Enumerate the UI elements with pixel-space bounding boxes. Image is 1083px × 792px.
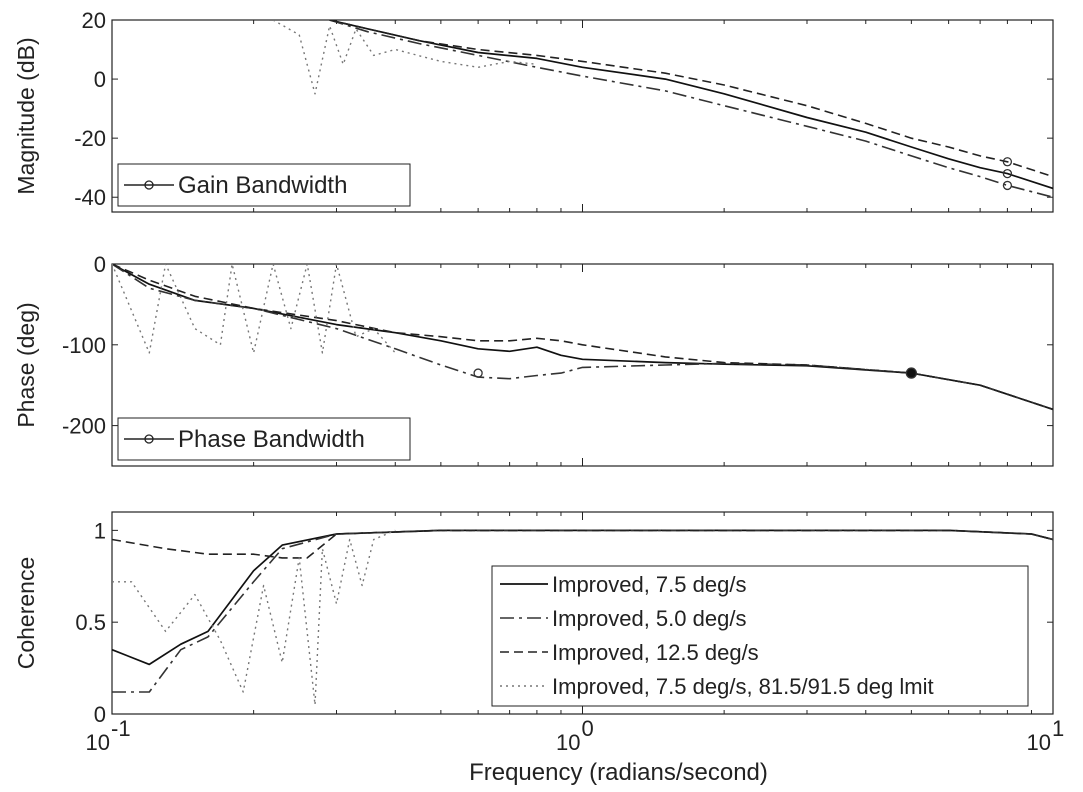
magnitude-ytick-label: -20 [74, 126, 106, 151]
magnitude-legend-marker [144, 180, 154, 190]
phase-ytick-label: -200 [62, 414, 106, 439]
phase-series-dashed [112, 264, 1053, 411]
legend-label-dotted: Improved, 7.5 deg/s, 81.5/91.5 deg lmit [552, 674, 934, 699]
magnitude-bandwidth-marker [1002, 168, 1013, 179]
phase-ylabel: Phase (deg) [13, 302, 39, 427]
magnitude-legend: Gain Bandwidth [117, 163, 411, 207]
phase-ytick-label: 0 [94, 252, 106, 277]
xtick-label-exponent: 1 [1052, 716, 1064, 741]
phase-legend-label: Phase Bandwidth [178, 426, 365, 453]
xlabel: Frequency (radians/second) [469, 759, 768, 786]
coherence-series-dashed [112, 529, 1053, 559]
xtick-label: 100 [556, 716, 594, 755]
coherence-legend: Improved, 7.5 deg/s Improved, 5.0 deg/s Im… [491, 565, 1029, 707]
coherence-ytick-label: 1 [94, 518, 106, 543]
coherence-ytick-label: 0.5 [75, 610, 106, 635]
xtick-label-base: 10 [86, 730, 110, 755]
magnitude-ylabel: Magnitude (dB) [13, 37, 39, 194]
xtick-label-base: 10 [556, 730, 580, 755]
legend-label-dashdot: Improved, 5.0 deg/s [552, 606, 746, 631]
magnitude-series-solid [329, 20, 1053, 190]
magnitude-series-dotted [272, 20, 537, 95]
magnitude-ytick-label: 20 [82, 8, 106, 33]
xtick-label-exponent: -1 [111, 716, 131, 741]
xtick-label: 10-1 [86, 716, 131, 755]
magnitude-series-dashdot [329, 20, 1053, 198]
magnitude-series-dashed [329, 20, 1053, 178]
magnitude-ytick-label: -40 [74, 185, 106, 210]
xtick-label-exponent: 0 [582, 716, 594, 741]
magnitude-legend-label: Gain Bandwidth [178, 172, 347, 199]
phase-series-dotted [112, 264, 396, 354]
phase-panel: -200 -100 0 Phase (deg) Phase Bandwidth [13, 252, 1054, 467]
coherence-ytick-label: 0 [94, 702, 106, 727]
magnitude-bandwidth-marker [1002, 180, 1013, 191]
magnitude-panel: -40 -20 0 20 Magnitude (dB) Gain Bandwidth [13, 8, 1054, 213]
phase-legend-marker [144, 434, 154, 444]
phase-bandwidth-marker [905, 367, 918, 379]
magnitude-bandwidth-marker [1002, 157, 1013, 167]
phase-series-dashdot [112, 264, 1053, 411]
xtick-label: 101 [1027, 716, 1065, 755]
phase-ytick-label: -100 [62, 333, 106, 358]
legend-label-solid: Improved, 7.5 deg/s [552, 572, 746, 597]
phase-series-solid [112, 264, 1053, 411]
coherence-legend-box [491, 565, 1029, 707]
phase-bandwidth-marker [473, 368, 483, 378]
coherence-ylabel: Coherence [13, 557, 39, 670]
legend-label-dashed: Improved, 12.5 deg/s [552, 640, 759, 665]
magnitude-ytick-label: 0 [94, 67, 106, 92]
xtick-label-base: 10 [1027, 730, 1051, 755]
coherence-series-dotted [112, 529, 396, 706]
phase-legend: Phase Bandwidth [117, 417, 411, 461]
